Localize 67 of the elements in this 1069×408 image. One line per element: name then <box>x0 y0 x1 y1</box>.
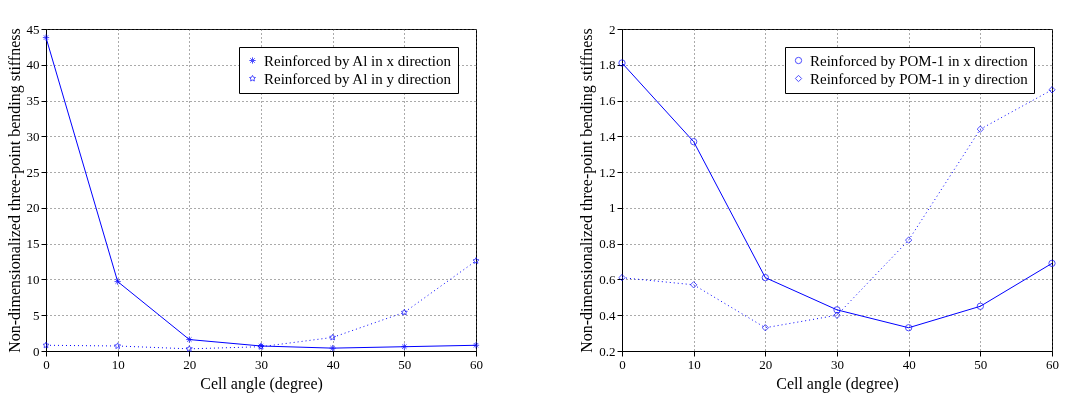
y-tick-label: 1.4 <box>599 128 616 144</box>
y-axis-title: Non-dimensionalized three-point bending stiffness <box>578 28 597 353</box>
point <box>472 257 480 264</box>
y-tick-label: 10 <box>26 271 40 287</box>
point <box>618 59 626 67</box>
point <box>833 306 841 314</box>
y-tick-label: 2 <box>609 21 616 37</box>
x-tick-label: 30 <box>831 356 844 372</box>
y-tick-label: 35 <box>26 93 40 109</box>
point <box>905 324 913 332</box>
y-tick-label: 25 <box>26 164 40 180</box>
point <box>114 342 122 350</box>
y-tick-label: 0 <box>33 343 40 359</box>
y-tick-label: 1.6 <box>599 93 616 109</box>
x-tick-label: 30 <box>255 356 268 372</box>
x-tick-label: 10 <box>111 356 125 372</box>
y-tick-label: 0.2 <box>599 343 616 359</box>
y-tick-label: 30 <box>26 128 40 144</box>
point <box>905 236 913 244</box>
point <box>690 138 698 146</box>
legend-label: Reinforced by POM-1 in y direction <box>810 70 1029 87</box>
y-tick-label: 0.8 <box>599 236 616 252</box>
point <box>690 281 698 289</box>
point <box>976 302 984 310</box>
x-axis-title: Cell angle (degree) <box>776 374 899 393</box>
legend-label: Reinforced by Al in x direction <box>264 52 452 69</box>
x-tick-label: 60 <box>1046 356 1059 372</box>
y-tick-label: 1.8 <box>599 57 616 73</box>
x-tick-label: 20 <box>183 356 197 372</box>
point <box>329 344 337 352</box>
y-tick-label: 0.4 <box>599 307 616 323</box>
point <box>761 274 769 282</box>
point <box>329 333 337 341</box>
point <box>400 308 408 316</box>
x-tick-label: 50 <box>974 356 988 372</box>
x-tick-label: 60 <box>470 356 483 372</box>
point <box>1048 259 1056 267</box>
legend-label: Reinforced by Al in y direction <box>264 70 452 87</box>
point <box>185 345 193 352</box>
point <box>114 277 122 286</box>
x-tick-label: 10 <box>687 356 701 372</box>
x-tick-label: 40 <box>902 356 916 372</box>
y-axis-title: Non-dimensionalized three-point bending stiffness <box>5 28 24 353</box>
y-tick-label: 0.6 <box>599 271 616 287</box>
x-axis-title: Cell angle (degree) <box>200 374 323 393</box>
y-tick-label: 1.2 <box>599 164 616 180</box>
x-tick-label: 20 <box>759 356 773 372</box>
y-tick-label: 40 <box>26 57 40 73</box>
point <box>976 125 984 133</box>
point <box>472 341 480 349</box>
point <box>618 273 626 282</box>
point <box>1048 86 1056 94</box>
y-tick-label: 15 <box>26 236 40 252</box>
x-tick-label: 40 <box>326 356 340 372</box>
x-tick-label: 0 <box>43 356 50 372</box>
point <box>42 33 50 42</box>
point <box>400 343 408 351</box>
x-tick-label: 0 <box>619 356 626 372</box>
point <box>761 324 769 332</box>
y-tick-label: 5 <box>33 307 40 323</box>
x-tick-label: 50 <box>398 356 412 372</box>
point <box>185 335 193 344</box>
y-tick-label: 1 <box>609 200 616 216</box>
legend-label: Reinforced by POM-1 in x direction <box>810 52 1029 69</box>
y-tick-label: 45 <box>26 21 40 37</box>
point <box>833 311 841 319</box>
y-tick-label: 20 <box>26 200 40 216</box>
